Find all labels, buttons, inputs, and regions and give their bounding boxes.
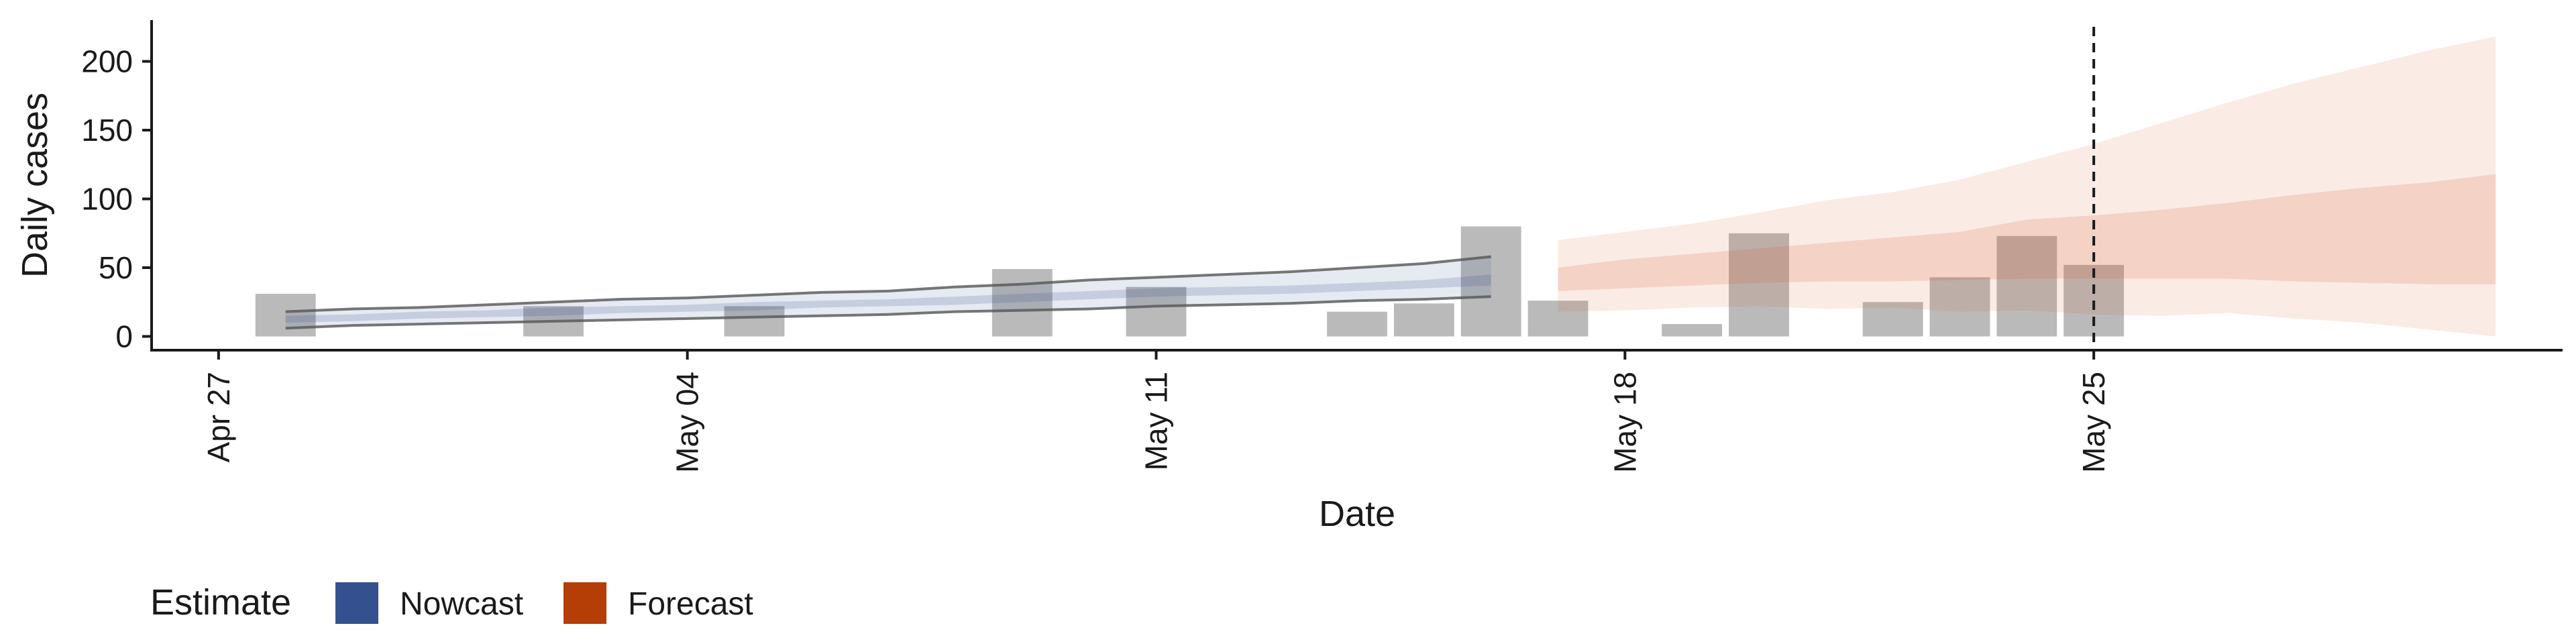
case-bar-2026-05-05 — [724, 306, 785, 337]
legend: Estimate Nowcast Forecast — [150, 582, 753, 624]
bars-layer — [255, 226, 2125, 337]
legend-label-nowcast: Nowcast — [400, 586, 523, 622]
axes-layer — [150, 20, 2563, 352]
y-tick-label-50: 50 — [99, 250, 133, 285]
y-tick-label-150: 150 — [81, 113, 133, 148]
legend-swatch-nowcast — [335, 582, 378, 624]
legend-label-forecast: Forecast — [628, 586, 753, 622]
nowcast-inner-band — [285, 274, 1491, 323]
case-bar-2026-05-15 — [1393, 303, 1454, 337]
legend-title: Estimate — [150, 582, 291, 623]
case-bar-2026-05-17 — [1527, 301, 1589, 337]
y-ticks-layer: 0 50 100 150 200 — [81, 44, 152, 354]
y-tick-label-100: 100 — [81, 182, 133, 217]
legend-swatch-forecast — [564, 582, 606, 624]
y-tick-label-0: 0 — [115, 319, 133, 354]
case-bar-2026-05-24 — [1996, 235, 2057, 337]
bands-layer — [285, 36, 2496, 337]
case-bar-2026-05-22 — [1862, 302, 1923, 337]
case-bar-2026-04-28 — [255, 293, 316, 337]
x-tick-label-may-25: May 25 — [2076, 372, 2111, 473]
x-ticks-layer: Apr 27 May 04 May 11 May 18 May 25 — [201, 350, 2111, 473]
case-bar-2026-05-19 — [1662, 324, 1723, 337]
nowcast-lower-line — [285, 295, 1491, 330]
x-tick-label-may-11: May 11 — [1139, 372, 1174, 470]
y-tick-label-200: 200 — [81, 44, 133, 79]
case-bar-2026-05-14 — [1327, 311, 1387, 337]
case-bar-2026-05-23 — [1929, 277, 1990, 337]
case-bar-2026-05-16 — [1460, 226, 1521, 337]
x-tick-label-may-18: May 18 — [1607, 372, 1642, 473]
nowcast-upper-line — [285, 255, 1491, 313]
y-axis-title: Daily cases — [15, 93, 55, 278]
case-bar-2026-05-09 — [991, 269, 1053, 337]
forecast-outer-band — [1558, 36, 2496, 337]
case-bar-2026-05-20 — [1729, 233, 1789, 337]
case-bar-2026-05-11 — [1126, 286, 1187, 337]
x-tick-label-may-04: May 04 — [670, 372, 705, 473]
x-tick-label-apr-27: Apr 27 — [201, 372, 236, 463]
forecast-inner-band — [1558, 174, 2496, 291]
x-axis-title: Date — [1319, 494, 1395, 534]
